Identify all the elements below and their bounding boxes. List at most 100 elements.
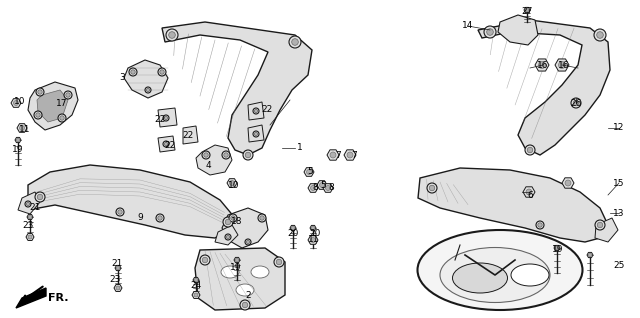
Text: 24: 24	[190, 280, 202, 289]
Circle shape	[597, 222, 603, 228]
Text: 17: 17	[56, 100, 68, 108]
Circle shape	[225, 234, 231, 240]
Circle shape	[276, 259, 282, 265]
Circle shape	[253, 108, 259, 114]
Circle shape	[258, 214, 266, 222]
Circle shape	[326, 185, 330, 190]
Circle shape	[195, 279, 198, 281]
Circle shape	[292, 39, 298, 45]
Circle shape	[243, 302, 248, 308]
Text: 2: 2	[245, 291, 251, 300]
Polygon shape	[323, 184, 333, 192]
Polygon shape	[555, 59, 569, 71]
Circle shape	[254, 109, 258, 113]
Circle shape	[66, 93, 70, 97]
Polygon shape	[16, 288, 46, 308]
Polygon shape	[290, 225, 296, 231]
Text: 4: 4	[205, 161, 211, 169]
Circle shape	[118, 210, 122, 214]
Text: 20: 20	[309, 229, 321, 238]
Text: 3: 3	[119, 73, 125, 82]
Circle shape	[245, 239, 251, 245]
Circle shape	[427, 183, 437, 193]
Circle shape	[573, 100, 579, 106]
Circle shape	[202, 257, 208, 263]
Text: 21: 21	[29, 204, 41, 212]
Text: 16: 16	[558, 60, 570, 70]
Polygon shape	[317, 181, 327, 189]
Circle shape	[274, 257, 284, 267]
Circle shape	[13, 100, 19, 106]
Polygon shape	[248, 102, 264, 120]
Text: 16: 16	[537, 60, 548, 70]
Circle shape	[527, 147, 532, 153]
Polygon shape	[304, 168, 314, 176]
Circle shape	[559, 61, 566, 68]
Polygon shape	[523, 187, 535, 197]
Circle shape	[26, 202, 29, 206]
Polygon shape	[193, 277, 199, 283]
Text: 5: 5	[307, 168, 313, 176]
Polygon shape	[195, 248, 285, 310]
Circle shape	[260, 216, 264, 220]
Circle shape	[291, 226, 294, 230]
Text: 19: 19	[552, 245, 564, 253]
Polygon shape	[158, 136, 175, 152]
Circle shape	[536, 221, 544, 229]
Circle shape	[147, 88, 150, 92]
Polygon shape	[478, 20, 610, 155]
Circle shape	[194, 293, 198, 297]
Circle shape	[28, 235, 32, 239]
Text: 27: 27	[522, 8, 532, 17]
Ellipse shape	[236, 284, 254, 296]
Circle shape	[330, 152, 336, 158]
Polygon shape	[310, 225, 316, 231]
Circle shape	[145, 87, 151, 93]
Circle shape	[17, 139, 19, 142]
Text: 23: 23	[22, 220, 34, 230]
Circle shape	[25, 201, 31, 207]
Circle shape	[312, 226, 314, 230]
Polygon shape	[28, 165, 235, 238]
Polygon shape	[17, 124, 27, 132]
Circle shape	[310, 238, 316, 243]
Circle shape	[429, 185, 435, 191]
Text: 15: 15	[613, 178, 625, 188]
Circle shape	[236, 259, 239, 261]
Text: 1: 1	[297, 143, 303, 153]
Circle shape	[164, 116, 168, 120]
Circle shape	[164, 142, 168, 146]
Circle shape	[158, 68, 166, 76]
Circle shape	[131, 70, 135, 74]
Text: 26: 26	[570, 99, 582, 107]
Ellipse shape	[251, 266, 269, 278]
Polygon shape	[37, 90, 68, 122]
Circle shape	[225, 219, 231, 225]
Polygon shape	[28, 82, 78, 130]
Circle shape	[37, 194, 43, 200]
Polygon shape	[115, 266, 121, 271]
Text: 19: 19	[12, 146, 24, 155]
Circle shape	[347, 152, 353, 158]
Circle shape	[565, 180, 571, 186]
Ellipse shape	[452, 263, 508, 293]
Circle shape	[227, 235, 230, 238]
Circle shape	[231, 216, 236, 220]
Polygon shape	[562, 178, 574, 188]
Circle shape	[486, 29, 493, 35]
Circle shape	[538, 61, 545, 68]
Circle shape	[36, 88, 44, 96]
Ellipse shape	[417, 230, 582, 310]
Circle shape	[319, 183, 324, 188]
Circle shape	[60, 116, 64, 120]
Polygon shape	[498, 15, 538, 45]
Text: 22: 22	[261, 106, 273, 114]
Polygon shape	[158, 108, 177, 127]
Text: 19: 19	[230, 264, 242, 273]
Text: 14: 14	[462, 22, 474, 31]
Circle shape	[156, 214, 164, 222]
Polygon shape	[595, 218, 618, 242]
Ellipse shape	[511, 264, 549, 286]
Polygon shape	[124, 60, 168, 98]
Polygon shape	[554, 245, 560, 251]
